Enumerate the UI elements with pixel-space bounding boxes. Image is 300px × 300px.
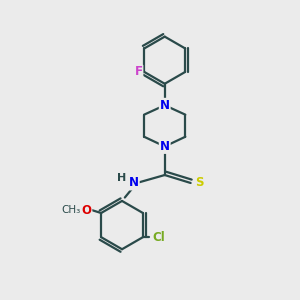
Text: Cl: Cl <box>152 231 165 244</box>
Text: CH₃: CH₃ <box>61 205 81 215</box>
Text: H: H <box>117 173 127 183</box>
Text: F: F <box>134 65 142 79</box>
Text: S: S <box>195 176 203 190</box>
Text: N: N <box>129 176 139 190</box>
Text: O: O <box>81 204 92 217</box>
Text: N: N <box>160 99 170 112</box>
Text: N: N <box>160 140 170 153</box>
